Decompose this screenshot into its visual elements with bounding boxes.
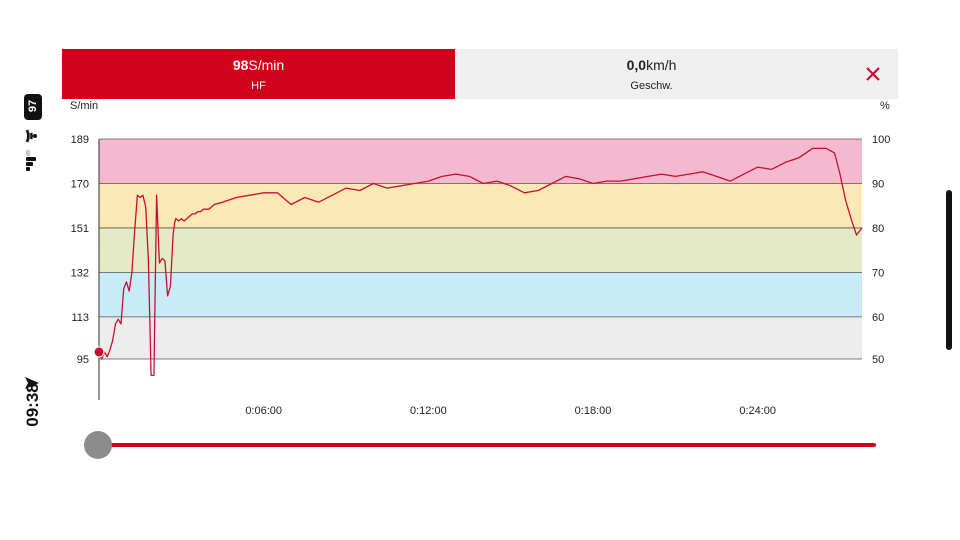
- position-marker: [93, 346, 105, 358]
- tab-heart-rate[interactable]: 98S/min HF: [62, 49, 455, 99]
- metric-header: 98S/min HF 0,0km/h Geschw.: [62, 49, 898, 99]
- speed-unit: km/h: [646, 57, 677, 73]
- battery-icon: 97: [24, 94, 42, 120]
- left-axis-label: S/min: [70, 100, 99, 112]
- x-tick-label: 0:06:00: [245, 405, 282, 417]
- x-tick-label: 0:12:00: [410, 405, 447, 417]
- zone-band-2: [99, 183, 862, 228]
- right-tick-label: 70: [872, 267, 884, 279]
- zone-band-5: [99, 316, 862, 359]
- right-tick-label: 90: [872, 178, 884, 190]
- speed-label: Geschw.: [630, 80, 673, 92]
- battery-level: 97: [27, 99, 39, 113]
- slider-thumb[interactable]: [84, 431, 112, 459]
- location-arrow-icon: [25, 377, 39, 389]
- left-tick-label: 113: [71, 312, 89, 324]
- slider-track: [98, 443, 876, 447]
- right-tick-label: 80: [872, 223, 884, 235]
- clock: 09:38: [23, 383, 42, 427]
- zone-band-4: [99, 272, 862, 317]
- speed-value: 0,0: [626, 57, 647, 73]
- hf-label: HF: [251, 80, 266, 92]
- speed-value-row: 0,0km/h: [627, 56, 677, 74]
- zone-band-3: [99, 227, 862, 273]
- side-handle: [946, 190, 952, 350]
- hf-unit: S/min: [248, 57, 285, 73]
- left-tick-label: 170: [71, 178, 89, 190]
- signal-icon: [26, 150, 36, 171]
- right-tick-label: 50: [872, 354, 884, 366]
- hf-value: 98: [232, 57, 249, 73]
- left-tick-label: 95: [77, 354, 89, 366]
- right-tick-label: 100: [872, 134, 890, 146]
- x-tick-label: 0:24:00: [739, 405, 776, 417]
- tab-speed[interactable]: 0,0km/h Geschw.: [455, 49, 848, 99]
- right-axis-label: %: [880, 100, 890, 112]
- timeline-slider[interactable]: [84, 430, 880, 460]
- left-tick-label: 151: [71, 223, 89, 235]
- close-icon: [866, 67, 880, 81]
- close-button[interactable]: [848, 49, 898, 99]
- right-tick-label: 60: [872, 312, 884, 324]
- left-tick-label: 189: [71, 134, 89, 146]
- x-tick-label: 0:18:00: [575, 405, 612, 417]
- heart-rate-chart: S/min % 189 100 170 90 151 80 132 70 113 60 95 50 0:…: [62, 98, 898, 428]
- status-bar: 97 09:38: [20, 90, 46, 450]
- left-tick-label: 132: [71, 267, 89, 279]
- chart-plot: 189 100 170 90 151 80 132 70 113 60 95 50 0:06:00 0:1…: [71, 134, 891, 417]
- zone-band-1: [99, 139, 862, 184]
- wifi-icon: [25, 129, 37, 143]
- hf-value-row: 98S/min: [233, 56, 284, 74]
- heart-rate-line: [98, 147, 863, 377]
